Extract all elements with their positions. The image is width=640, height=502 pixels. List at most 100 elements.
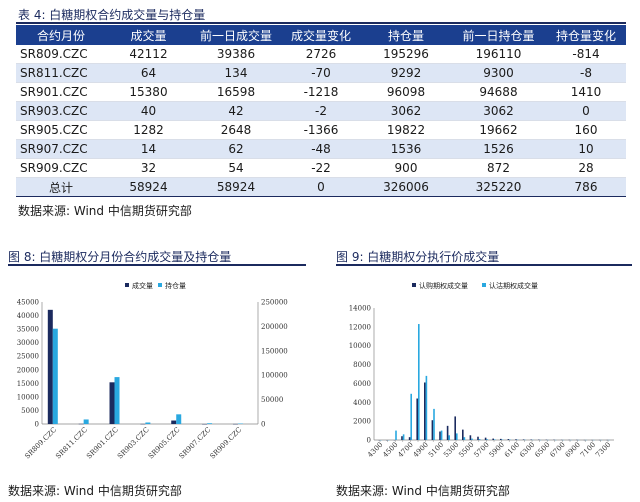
y-tick: 2000 [353,418,371,426]
y-tick: 6000 [353,380,371,388]
table-cell: 40 [106,101,191,121]
table-row: SR811.CZC 64 134 -70 9292 9300 -8 [16,63,626,83]
col-header: 成交量变化 [281,25,361,45]
table-cell: 58924 [106,177,191,197]
table-header-row: 合约月份 成交量 前一日成交量 成交量变化 持仓量 前一日持仓量 持仓量变化 [16,25,626,45]
table-cell: -2 [281,101,361,121]
table-cell: 786 [546,177,626,197]
x-tick-label: 7300 [594,441,612,459]
table-cell: 1282 [106,120,191,140]
bar-call [424,382,426,440]
table-row: SR903.CZC 40 42 -2 3062 3062 0 [16,101,626,121]
y-tick: 14000 [349,305,371,313]
x-tick-label: SR903.CZC [116,426,151,461]
table-cell: -8 [546,63,626,83]
table-row: SR809.CZC 42112 39386 2726 195296 196110 -814 [16,45,626,64]
table-cell: -48 [281,139,361,159]
bar-put [486,439,488,440]
table-cell: 9300 [451,63,546,83]
bar-volume [171,420,177,424]
x-tick-label: 6100 [503,441,521,459]
bar-oi [52,328,58,424]
bar-put [471,438,473,440]
legend-swatch-call [412,283,416,287]
table-cell: 19662 [451,120,546,140]
legend-swatch-oi [158,283,162,287]
bar-call [500,438,502,440]
y-tick-left: 5000 [21,407,39,415]
table-cell: -1218 [281,82,361,102]
y-tick: 12000 [349,323,371,331]
bar-put [448,435,450,440]
x-tick-label: 4500 [381,441,399,459]
table-cell: 0 [281,177,361,197]
table-cell: 160 [546,120,626,140]
table-cell: 19822 [361,120,451,140]
table-title: 表 4: 白糖期权合约成交量与持仓量 [18,8,206,22]
table-cell: SR909.CZC [16,158,106,178]
bar-call [446,425,449,440]
table-cell: 58924 [191,177,281,197]
y-tick-right: 250000 [261,299,288,307]
table-cell: -22 [281,158,361,178]
x-tick-label: SR909.CZC [209,426,244,461]
table-cell: 94688 [451,82,546,102]
x-tick-label: SR905.CZC [147,426,182,461]
bar-oi [145,422,151,424]
x-tick-label: SR901.CZC [85,426,120,461]
table-cell: SR901.CZC [16,82,106,102]
bar-put [410,393,412,440]
table-cell: 10 [546,139,626,159]
y-tick-left: 10000 [17,393,39,401]
bar-call [484,437,487,440]
table-cell: 54 [191,158,281,178]
table-cell: 1410 [546,82,626,102]
x-tick-label: SR809.CZC [23,426,58,461]
volume-table: 合约月份 成交量 前一日成交量 成交量变化 持仓量 前一日持仓量 持仓量变化 S… [16,25,626,197]
table-cell: 14 [106,139,191,159]
table-cell: 3062 [361,101,451,121]
x-tick-label: 5700 [473,441,491,459]
bar-call [416,398,418,440]
bar-volume [47,309,53,424]
table-cell: 32 [106,158,191,178]
x-tick-label: 7100 [579,441,597,459]
bar-oi [114,377,120,424]
table-cell: 1526 [451,139,546,159]
y-tick-left: 45000 [17,299,39,307]
bar-call [401,436,403,440]
table-cell: 196110 [451,45,546,64]
table-cell: SR907.CZC [16,139,106,159]
table-cell: SR809.CZC [16,45,106,64]
x-tick-label: SR907.CZC [178,426,213,461]
legend-label-oi: 持仓量 [165,281,186,290]
bar-put [425,375,428,440]
table-cell: 96098 [361,82,451,102]
legend-swatch-put [482,283,486,287]
col-header: 持仓量变化 [546,25,626,45]
table-cell: 62 [191,139,281,159]
fig9-rule [336,264,632,266]
y-tick: 10000 [349,342,371,350]
bar-call [454,416,456,440]
table-cell: 134 [191,63,281,83]
bar-call [507,439,510,440]
bar-call [431,420,434,440]
table-cell: 总计 [16,177,106,197]
y-tick-left: 15000 [17,380,39,388]
table-row: SR909.CZC 32 54 -22 900 872 28 [16,158,626,178]
table-cell: 872 [451,158,546,178]
bar-oi [83,419,89,424]
table-cell: 2648 [191,120,281,140]
bar-call [408,437,411,440]
y-tick-left: 40000 [17,312,39,320]
table-cell: 16598 [191,82,281,102]
y-tick-right: 100000 [261,372,288,380]
y-tick: 8000 [353,361,371,369]
bar-call [439,431,441,440]
x-tick-label: 6500 [533,441,551,459]
table-cell: -1366 [281,120,361,140]
x-tick-label: SR811.CZC [54,426,89,461]
bar-oi [176,414,182,424]
fig9-source: 数据来源: Wind 中信期货研究部 [336,484,510,498]
